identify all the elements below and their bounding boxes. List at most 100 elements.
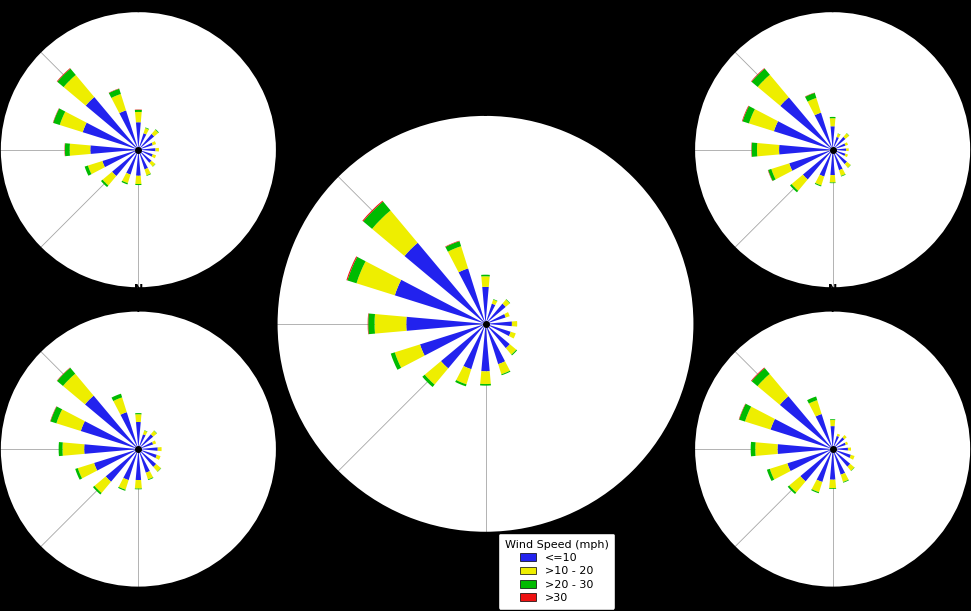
Bar <box>843 480 849 483</box>
Bar <box>768 170 773 181</box>
Bar <box>850 455 854 459</box>
Bar <box>135 413 142 414</box>
Text: S: S <box>481 559 490 573</box>
Bar <box>123 449 139 480</box>
Bar <box>845 142 848 145</box>
Bar <box>81 421 139 449</box>
Bar <box>845 154 848 157</box>
Text: E: E <box>295 444 303 454</box>
Bar <box>90 145 139 154</box>
Bar <box>57 368 76 386</box>
Bar <box>833 449 851 467</box>
Bar <box>135 112 142 122</box>
Bar <box>420 324 486 356</box>
Bar <box>135 184 142 185</box>
Bar <box>93 486 102 494</box>
Title: Autumn: Autumn <box>111 286 166 300</box>
Bar <box>482 276 489 287</box>
Bar <box>139 148 155 151</box>
Bar <box>56 68 71 82</box>
Bar <box>119 111 139 150</box>
Bar <box>757 374 788 405</box>
Bar <box>139 442 153 449</box>
Bar <box>152 441 156 444</box>
Bar <box>139 449 150 473</box>
Bar <box>848 464 854 471</box>
Text: SE: SE <box>244 558 259 568</box>
Bar <box>75 468 83 480</box>
Text: W: W <box>666 145 679 155</box>
Bar <box>139 434 146 449</box>
Bar <box>139 133 147 150</box>
Bar <box>483 287 488 324</box>
Bar <box>841 174 846 177</box>
Bar <box>126 150 139 175</box>
Bar <box>848 447 851 451</box>
Title: Summer: Summer <box>803 286 862 300</box>
Bar <box>498 361 510 374</box>
Bar <box>502 299 510 307</box>
Bar <box>770 463 790 480</box>
Text: SE: SE <box>938 258 954 268</box>
Text: N: N <box>828 284 837 293</box>
Bar <box>155 455 160 460</box>
Bar <box>768 169 776 181</box>
Bar <box>790 184 798 192</box>
Bar <box>830 426 835 449</box>
Bar <box>103 172 117 186</box>
Bar <box>50 406 56 422</box>
Bar <box>789 150 833 170</box>
Bar <box>144 430 148 432</box>
Bar <box>851 467 854 471</box>
Bar <box>833 436 839 449</box>
Bar <box>155 129 159 133</box>
Bar <box>829 488 836 489</box>
Text: SW: SW <box>15 258 35 268</box>
Bar <box>157 447 161 451</box>
Bar <box>833 150 846 156</box>
Bar <box>356 262 401 295</box>
Bar <box>846 148 849 151</box>
Bar <box>830 150 835 175</box>
Bar <box>812 480 822 492</box>
Bar <box>455 380 466 386</box>
Bar <box>837 434 840 437</box>
Bar <box>53 108 65 125</box>
Bar <box>778 444 833 454</box>
Bar <box>56 409 84 431</box>
Bar <box>64 75 94 106</box>
Bar <box>58 442 63 456</box>
Bar <box>144 128 149 134</box>
Bar <box>791 175 808 191</box>
Bar <box>135 110 142 112</box>
Bar <box>57 68 76 87</box>
Bar <box>787 449 833 471</box>
Bar <box>422 375 435 387</box>
Bar <box>830 175 835 183</box>
Bar <box>135 480 142 489</box>
Bar <box>88 161 105 174</box>
Bar <box>85 97 139 150</box>
Bar <box>833 137 839 150</box>
Bar <box>506 299 510 304</box>
Bar <box>757 143 780 156</box>
Text: NW: NW <box>15 331 36 340</box>
Bar <box>139 449 156 467</box>
Bar <box>446 241 461 252</box>
Bar <box>62 442 84 456</box>
Bar <box>139 143 152 150</box>
Bar <box>805 93 817 101</box>
Bar <box>807 397 818 404</box>
Bar <box>139 449 157 458</box>
Bar <box>833 150 843 170</box>
Bar <box>445 241 459 247</box>
Bar <box>147 174 151 176</box>
Bar <box>368 313 375 334</box>
Bar <box>815 183 821 186</box>
Bar <box>808 98 821 115</box>
Text: S: S <box>134 306 143 315</box>
Bar <box>120 412 139 449</box>
Text: NW: NW <box>709 31 730 41</box>
Bar <box>448 246 468 273</box>
Bar <box>830 126 835 150</box>
